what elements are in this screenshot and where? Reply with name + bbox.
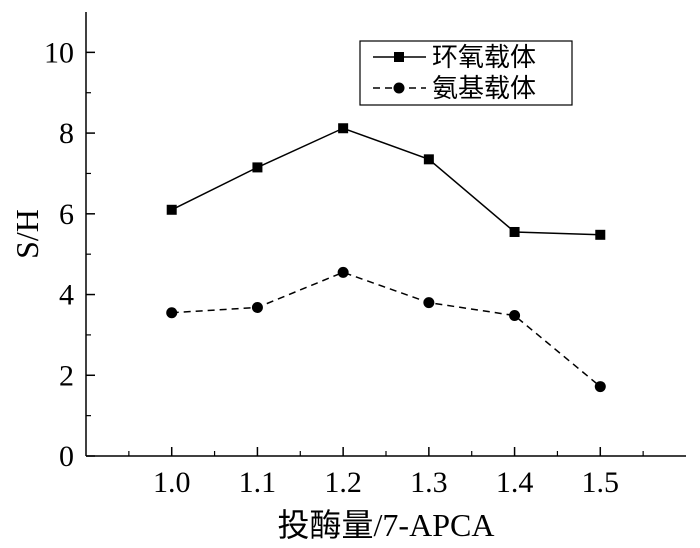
y-axis-title: S/H (9, 209, 45, 259)
legend-entry: 环氧载体 (373, 43, 536, 73)
data-point-square (509, 226, 520, 237)
x-axis-title: 投酶量/7-APCA (278, 507, 495, 543)
y-tick-label: 0 (59, 440, 74, 473)
data-point-circle (594, 381, 606, 393)
legend-label: 氨基载体 (432, 74, 536, 104)
series-layer (166, 123, 606, 393)
series-1 (166, 123, 606, 240)
y-tick-label: 6 (59, 198, 74, 231)
x-tick-label: 1.3 (410, 466, 448, 499)
data-point-circle (509, 310, 521, 322)
data-point-square (252, 162, 263, 173)
data-point-circle (337, 266, 349, 278)
x-tick-label: 1.4 (496, 466, 534, 499)
legend-entry: 氨基载体 (373, 74, 536, 104)
legend-marker-square (394, 52, 404, 62)
y-tick-label: 4 (59, 279, 74, 312)
data-point-square (423, 154, 434, 165)
data-point-square (595, 229, 606, 240)
data-point-circle (423, 297, 435, 309)
y-tick-label: 2 (59, 359, 74, 392)
x-tick-label: 1.5 (582, 466, 620, 499)
y-tick-label: 8 (59, 117, 74, 150)
series-line (171, 127, 601, 236)
data-point-circle (251, 301, 263, 313)
axis-ticks: 0 2 4 6 8 10 1.0 1.1 1.2 1.3 1.4 1.5 (44, 36, 644, 499)
x-tick-label: 1.0 (153, 466, 191, 499)
y-tick-label: 10 (44, 36, 74, 69)
x-tick-label: 1.2 (324, 466, 362, 499)
data-point-square (338, 123, 349, 134)
series-line (171, 271, 601, 388)
data-point-circle (166, 307, 178, 319)
legend-box (359, 40, 573, 106)
series-2 (166, 266, 606, 393)
legend-label: 环氧载体 (432, 43, 536, 73)
legend-marker-circle (393, 82, 405, 94)
x-tick-label: 1.1 (239, 466, 277, 499)
data-point-square (166, 204, 177, 215)
